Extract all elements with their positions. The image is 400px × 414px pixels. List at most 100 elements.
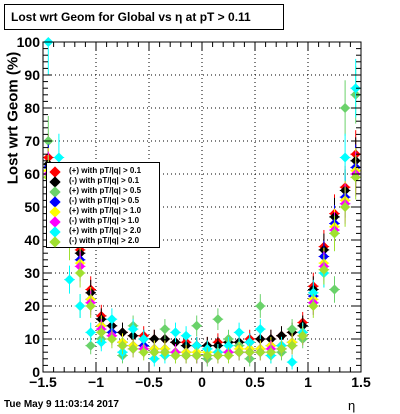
y-tick-label: 100 xyxy=(17,34,41,50)
data-point xyxy=(329,284,340,295)
x-tick-label: −1 xyxy=(88,374,104,390)
y-tick-label: 40 xyxy=(24,232,40,248)
x-tick-label: 0.5 xyxy=(245,374,265,390)
y-tick-label: 90 xyxy=(24,67,40,83)
data-point xyxy=(350,83,361,94)
y-tick-label: 30 xyxy=(24,265,40,281)
data-point xyxy=(255,324,266,335)
data-point xyxy=(106,314,117,325)
data-point xyxy=(159,324,170,335)
data-point xyxy=(170,350,181,361)
data-point xyxy=(223,340,234,351)
x-axis: −1.5 −1 −0.5 0 0.5 1 1.5 xyxy=(29,42,371,390)
legend-entry: (+) with pT/|q| > 0.1 xyxy=(47,166,159,178)
legend-entry: (-) with pT/|q| > 0.1 xyxy=(47,176,159,188)
chart-title: Lost wrt Geom for Global vs η at pT > 0.… xyxy=(4,4,284,30)
data-point xyxy=(85,327,96,338)
legend-entry: (+) with pT/|q| > 0.5 xyxy=(47,186,159,198)
data-point xyxy=(202,350,213,361)
data-point xyxy=(149,334,160,344)
data-point xyxy=(297,330,308,341)
legend-label: (+) with pT/|q| > 2.0 xyxy=(69,226,142,235)
data-point xyxy=(212,314,223,325)
data-point xyxy=(255,347,266,358)
legend-label: (+) with pT/|q| > 0.5 xyxy=(69,186,142,195)
legend-label: (-) with pT/|q| > 2.0 xyxy=(69,236,140,245)
data-point xyxy=(181,350,192,361)
data-point xyxy=(170,337,181,348)
data-point xyxy=(85,301,96,311)
data-point xyxy=(329,228,340,239)
legend-entry: (+) with pT/|q| > 1.0 xyxy=(47,206,159,218)
data-point xyxy=(106,334,117,344)
data-point xyxy=(287,357,298,368)
data-point xyxy=(340,103,351,113)
y-tick-label: 0 xyxy=(32,364,40,380)
data-point xyxy=(234,327,245,338)
data-point xyxy=(75,301,86,311)
data-point xyxy=(181,330,192,341)
x-tick-label: −1.5 xyxy=(29,374,57,390)
legend-label: (+) with pT/|q| > 1.0 xyxy=(69,206,142,215)
series-7 xyxy=(43,155,361,364)
x-tick-label: 1 xyxy=(304,374,312,390)
timestamp: Tue May 9 11:03:14 2017 xyxy=(4,399,119,410)
data-point xyxy=(96,337,107,348)
data-point xyxy=(276,330,287,341)
legend-entry: (+) with pT/|q| > 2.0 xyxy=(47,226,159,238)
data-point xyxy=(212,350,223,361)
data-point xyxy=(340,152,351,163)
y-axis-label: Lost wrt Geom (%) xyxy=(4,51,22,185)
data-point xyxy=(96,327,107,338)
data-point xyxy=(75,268,86,278)
data-point xyxy=(138,334,149,344)
data-point xyxy=(223,350,234,361)
x-tick-label: 0 xyxy=(198,374,206,390)
data-point xyxy=(128,343,139,354)
data-point xyxy=(287,340,298,351)
data-point xyxy=(308,301,319,311)
legend-marker xyxy=(49,236,61,248)
data-point xyxy=(287,324,298,335)
legend-label: (-) with pT/|q| > 1.0 xyxy=(69,216,140,225)
x-tick-label: 1.5 xyxy=(351,374,371,390)
data-point xyxy=(64,274,75,285)
data-point xyxy=(53,152,64,163)
legend-entry: (-) with pT/|q| > 2.0 xyxy=(47,236,159,248)
legend: (+) with pT/|q| > 0.1 (-) with pT/|q| > 0… xyxy=(46,162,160,248)
data-point xyxy=(128,324,139,335)
data-point xyxy=(244,347,255,358)
legend-label: (-) with pT/|q| > 0.5 xyxy=(69,196,140,205)
data-point xyxy=(191,340,202,351)
data-point xyxy=(265,347,276,358)
legend-entry: (-) with pT/|q| > 0.5 xyxy=(47,196,159,208)
y-tick-label: 70 xyxy=(24,133,40,149)
y-tick-label: 20 xyxy=(24,298,40,314)
x-tick-label: −0.5 xyxy=(135,374,163,390)
y-tick-label: 50 xyxy=(24,199,40,215)
y-axis: 0 10 20 30 40 50 60 70 80 90 100 xyxy=(17,34,361,380)
y-tick-label: 80 xyxy=(24,100,40,116)
legend-entry: (-) with pT/|q| > 1.0 xyxy=(47,216,159,228)
legend-label: (+) with pT/|q| > 0.1 xyxy=(69,166,142,175)
data-point xyxy=(117,340,128,351)
data-point xyxy=(255,301,266,311)
y-tick-label: 10 xyxy=(24,331,40,347)
data-point xyxy=(308,287,319,298)
data-point xyxy=(340,202,351,212)
data-point xyxy=(191,350,202,361)
data-point xyxy=(170,327,181,338)
data-point xyxy=(191,320,202,331)
data-point xyxy=(117,327,128,338)
data-point xyxy=(350,172,361,183)
data-point xyxy=(234,347,245,358)
data-point xyxy=(244,337,255,348)
data-point xyxy=(138,347,149,358)
legend-label: (-) with pT/|q| > 0.1 xyxy=(69,176,140,185)
data-point xyxy=(85,340,96,351)
y-tick-label: 60 xyxy=(24,166,40,182)
data-point xyxy=(149,347,160,358)
x-axis-label: η xyxy=(348,398,356,413)
data-point xyxy=(159,347,170,358)
data-point xyxy=(318,264,329,275)
